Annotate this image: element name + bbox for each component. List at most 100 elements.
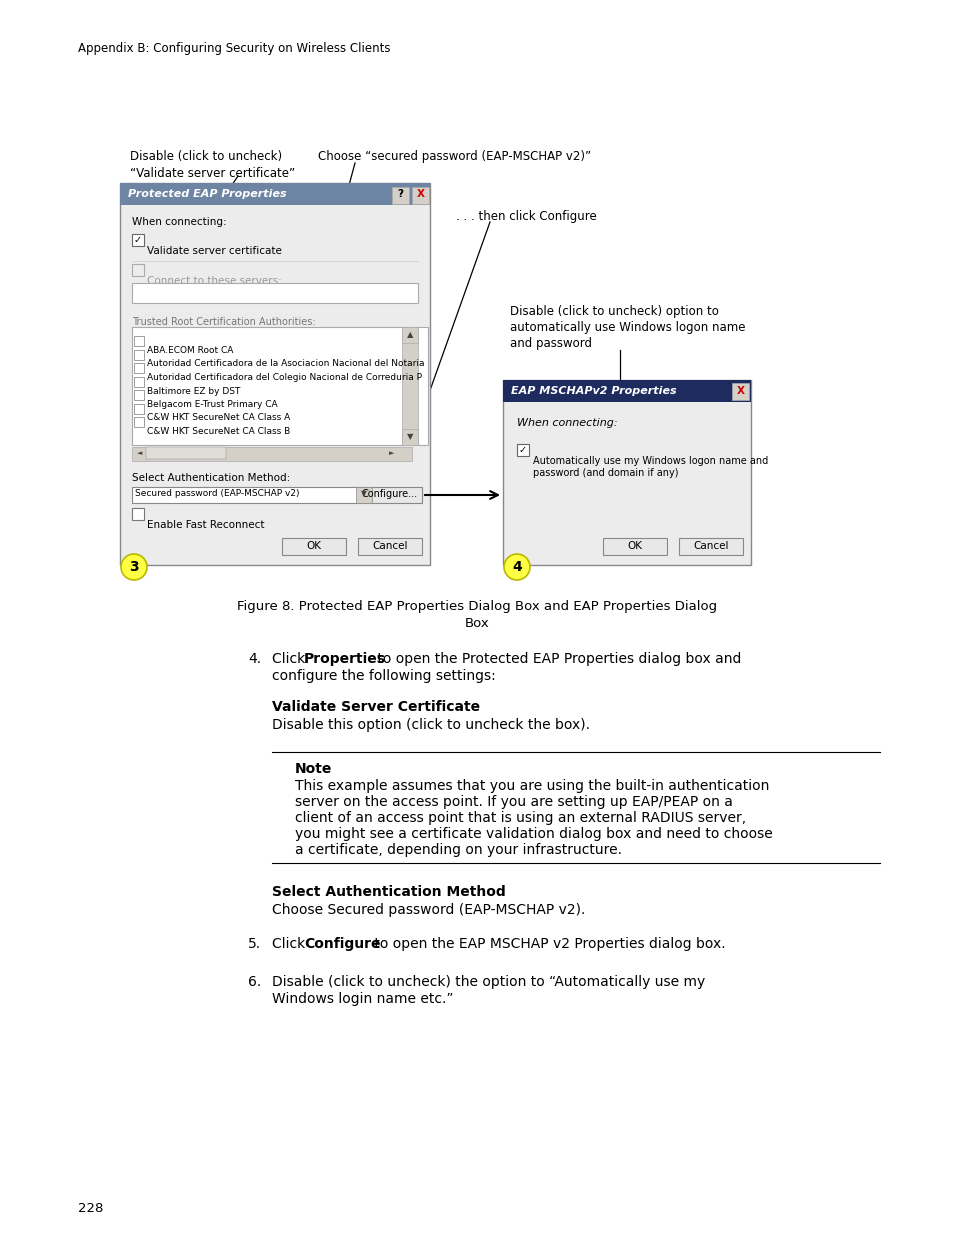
Text: configure the following settings:: configure the following settings: xyxy=(272,669,496,683)
Text: OK: OK xyxy=(627,541,641,551)
Bar xyxy=(355,487,372,503)
Text: Disable (click to uncheck) option to: Disable (click to uncheck) option to xyxy=(510,305,719,317)
Bar xyxy=(133,417,144,427)
Circle shape xyxy=(503,555,530,580)
Text: ✓: ✓ xyxy=(518,446,526,456)
Bar xyxy=(132,233,144,246)
Text: Automatically use my Windows logon name and: Automatically use my Windows logon name … xyxy=(533,456,767,466)
Bar xyxy=(602,538,666,555)
Text: Choose Secured password (EAP-MSCHAP v2).: Choose Secured password (EAP-MSCHAP v2). xyxy=(272,903,585,918)
Bar xyxy=(357,538,421,555)
Text: ▼: ▼ xyxy=(360,489,367,499)
Text: Secured password (EAP-MSCHAP v2): Secured password (EAP-MSCHAP v2) xyxy=(135,489,299,499)
Bar xyxy=(120,183,430,205)
Text: 6.: 6. xyxy=(248,974,261,989)
Text: Appendix B: Configuring Security on Wireless Clients: Appendix B: Configuring Security on Wire… xyxy=(78,42,390,56)
Text: Cancel: Cancel xyxy=(693,541,728,551)
Text: C&W HKT SecureNet CA Class A: C&W HKT SecureNet CA Class A xyxy=(147,414,290,422)
Bar xyxy=(731,383,748,400)
Text: ?: ? xyxy=(397,189,403,199)
Bar xyxy=(120,183,430,564)
Bar xyxy=(282,538,346,555)
Text: X: X xyxy=(416,189,424,199)
Bar xyxy=(126,205,423,559)
Text: Cancel: Cancel xyxy=(372,541,407,551)
Text: 4: 4 xyxy=(512,559,521,574)
Bar xyxy=(357,487,421,503)
Bar xyxy=(133,350,144,359)
Text: OK: OK xyxy=(306,541,321,551)
Text: Windows login name etc.”: Windows login name etc.” xyxy=(272,992,453,1007)
Text: Baltimore EZ by DST: Baltimore EZ by DST xyxy=(147,387,240,395)
Bar xyxy=(132,508,144,520)
Text: Protected EAP Properties: Protected EAP Properties xyxy=(128,189,286,199)
Text: Figure 8. Protected EAP Properties Dialog Box and EAP Properties Dialog: Figure 8. Protected EAP Properties Dialo… xyxy=(236,600,717,613)
Bar xyxy=(517,445,529,456)
Text: Enable Fast Reconnect: Enable Fast Reconnect xyxy=(147,520,264,530)
Text: to open the Protected EAP Properties dialog box and: to open the Protected EAP Properties dia… xyxy=(373,652,740,666)
Text: Connect to these servers:: Connect to these servers: xyxy=(147,275,281,287)
Text: Disable (click to uncheck) the option to “Automatically use my: Disable (click to uncheck) the option to… xyxy=(272,974,704,989)
Text: Note: Note xyxy=(294,762,332,776)
Text: automatically use Windows logon name: automatically use Windows logon name xyxy=(510,321,744,333)
Text: When connecting:: When connecting: xyxy=(132,217,227,227)
Bar xyxy=(401,327,417,445)
Text: . . . then click Configure: . . . then click Configure xyxy=(456,210,597,224)
Text: to open the EAP MSCHAP v2 Properties dialog box.: to open the EAP MSCHAP v2 Properties dia… xyxy=(370,937,725,951)
Text: and password: and password xyxy=(510,337,592,350)
Bar xyxy=(132,487,357,503)
Text: Select Authentication Method:: Select Authentication Method: xyxy=(132,473,290,483)
Bar xyxy=(502,380,750,564)
Text: ◄: ◄ xyxy=(137,450,143,456)
Bar xyxy=(133,363,144,373)
Bar xyxy=(133,377,144,387)
Bar xyxy=(502,380,750,403)
Circle shape xyxy=(121,555,147,580)
Bar xyxy=(412,186,429,204)
Text: a certificate, depending on your infrastructure.: a certificate, depending on your infrast… xyxy=(294,844,621,857)
Text: Disable (click to uncheck): Disable (click to uncheck) xyxy=(130,149,282,163)
Text: ▲: ▲ xyxy=(406,331,413,340)
Text: Validate server certificate: Validate server certificate xyxy=(147,246,281,256)
Bar xyxy=(679,538,742,555)
Text: X: X xyxy=(737,387,744,396)
Bar xyxy=(133,404,144,414)
Text: 4.: 4. xyxy=(248,652,261,666)
Bar xyxy=(392,186,409,204)
Bar xyxy=(146,447,226,459)
Text: password (and domain if any): password (and domain if any) xyxy=(533,468,678,478)
Text: When connecting:: When connecting: xyxy=(517,417,617,429)
Text: client of an access point that is using an external RADIUS server,: client of an access point that is using … xyxy=(294,811,745,825)
Text: EAP MSCHAPv2 Properties: EAP MSCHAPv2 Properties xyxy=(511,387,676,396)
Text: Click: Click xyxy=(272,937,310,951)
Text: Choose “secured password (EAP-MSCHAP v2)”: Choose “secured password (EAP-MSCHAP v2)… xyxy=(317,149,591,163)
Text: Properties: Properties xyxy=(304,652,386,666)
Text: 3: 3 xyxy=(129,559,139,574)
Bar xyxy=(132,447,412,461)
Text: ✓: ✓ xyxy=(133,236,141,246)
Text: Click: Click xyxy=(272,652,310,666)
Text: Autoridad Certificadora de la Asociacion Nacional del Notaria: Autoridad Certificadora de la Asociacion… xyxy=(147,359,424,368)
Bar xyxy=(401,429,417,445)
Text: Trusted Root Certification Authorities:: Trusted Root Certification Authorities: xyxy=(132,317,315,327)
Text: Validate Server Certificate: Validate Server Certificate xyxy=(272,700,479,714)
Text: Autoridad Certificadora del Colegio Nacional de Correduria P: Autoridad Certificadora del Colegio Naci… xyxy=(147,373,421,382)
Text: Configure...: Configure... xyxy=(361,489,417,499)
Text: Disable this option (click to uncheck the box).: Disable this option (click to uncheck th… xyxy=(272,718,589,732)
Text: 5.: 5. xyxy=(248,937,261,951)
Text: ▼: ▼ xyxy=(406,432,413,441)
Text: server on the access point. If you are setting up EAP/PEAP on a: server on the access point. If you are s… xyxy=(294,795,732,809)
Text: ►: ► xyxy=(389,450,395,456)
Text: 228: 228 xyxy=(78,1202,103,1215)
Text: Select Authentication Method: Select Authentication Method xyxy=(272,885,505,899)
Text: Belgacom E-Trust Primary CA: Belgacom E-Trust Primary CA xyxy=(147,400,277,409)
Text: This example assumes that you are using the built-in authentication: This example assumes that you are using … xyxy=(294,779,768,793)
Bar xyxy=(132,283,417,303)
Text: ABA.ECOM Root CA: ABA.ECOM Root CA xyxy=(147,346,233,354)
Bar xyxy=(132,264,144,275)
Text: C&W HKT SecureNet CA Class B: C&W HKT SecureNet CA Class B xyxy=(147,427,290,436)
Text: “Validate server certificate”: “Validate server certificate” xyxy=(130,167,294,180)
Text: Box: Box xyxy=(464,618,489,630)
Bar xyxy=(133,336,144,346)
Text: you might see a certificate validation dialog box and need to choose: you might see a certificate validation d… xyxy=(294,827,772,841)
